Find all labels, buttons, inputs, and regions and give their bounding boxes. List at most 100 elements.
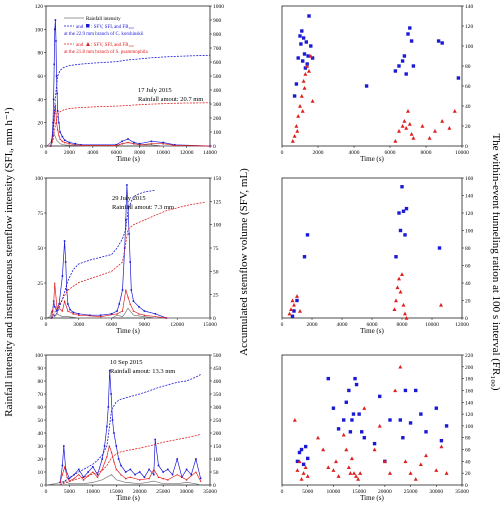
ts1-ytick-label-right-7: 700 bbox=[213, 46, 222, 52]
fr3-point-blue-16 bbox=[354, 382, 359, 387]
ts2-point-blue_sfi-14 bbox=[88, 314, 91, 316]
ts1-ytick-label-right-6: 600 bbox=[213, 60, 222, 66]
ts3-ytick-label-left-9: 90 bbox=[38, 366, 44, 372]
fr3-point-blue-33 bbox=[444, 424, 449, 428]
fr1-point-blue-5 bbox=[300, 29, 304, 33]
fr1-ytick-label-right-2: 40 bbox=[465, 104, 471, 110]
ts2-point-blue_sfi-23 bbox=[127, 205, 129, 207]
ts1-point-blue_sfi-19 bbox=[121, 140, 123, 143]
ts1-point-red_sfi-6 bbox=[55, 112, 57, 115]
ts3-ytick-label-left-0: 0 bbox=[40, 483, 43, 489]
ts2-series-blue_sfv bbox=[51, 189, 156, 319]
fr1-point-blue-9 bbox=[303, 66, 308, 70]
fr2-ytick-label-right-2: 40 bbox=[465, 281, 471, 287]
fr3-point-blue-19 bbox=[362, 436, 366, 440]
fr1-point-blue-17 bbox=[393, 69, 398, 73]
ts1-point-blue_sfi-5 bbox=[53, 28, 56, 31]
fr2-xtick-label-3: 6000 bbox=[367, 322, 378, 328]
fr2-xtick-label-5: 10000 bbox=[425, 322, 439, 328]
ts2-point-blue_sfi-9 bbox=[65, 289, 68, 291]
ts2-series-red_sfv bbox=[51, 201, 205, 319]
ts3-point-blue_sfi-37 bbox=[190, 473, 193, 476]
fr2-ytick-label-right-7: 140 bbox=[465, 194, 474, 200]
ts3-point-red_sfi-10 bbox=[96, 476, 99, 478]
fr1-point-red-16 bbox=[397, 129, 401, 133]
ts3-point-red_sfi-15 bbox=[113, 460, 115, 463]
ts2-point-blue_sfi-18 bbox=[118, 303, 121, 305]
fr1-point-red-1 bbox=[292, 134, 297, 138]
fr1-point-red-5 bbox=[298, 104, 302, 108]
legend-blue-square bbox=[86, 24, 90, 28]
ts3-point-red_sfi-29 bbox=[199, 480, 202, 482]
fr2-point-red-7 bbox=[394, 298, 398, 303]
fr3-ytick-label-right-1: 20 bbox=[465, 471, 471, 477]
ts2-point-blue_sfi-28 bbox=[138, 306, 140, 308]
ts3-point-blue_sfi-34 bbox=[176, 458, 178, 460]
ts1-point-blue_sfi-14 bbox=[63, 139, 66, 141]
ts2-point-blue_sfi-15 bbox=[99, 314, 102, 316]
fr1-point-blue-24 bbox=[409, 39, 414, 43]
fr3-point-blue-28 bbox=[414, 388, 418, 393]
fr1-point-blue-13 bbox=[307, 14, 311, 18]
fr2-point-red-10 bbox=[398, 289, 403, 294]
ts3-xtick-label-7: 35000 bbox=[203, 489, 217, 495]
ts3-point-red_sfi-1 bbox=[61, 473, 64, 476]
ts3-point-blue_sfi-38 bbox=[195, 458, 197, 460]
fr3-point-blue-10 bbox=[344, 400, 348, 404]
ts1-point-blue_sfi-1 bbox=[51, 139, 53, 141]
fr3-ytick-label-right-8: 160 bbox=[465, 388, 474, 394]
ts1-point-red_sfi-19 bbox=[132, 142, 135, 145]
ts3-point-red_sfi-19 bbox=[129, 476, 132, 478]
ts2-series-blue_sfi bbox=[51, 184, 167, 319]
ts2-ytick-label-left-1: 25 bbox=[38, 281, 44, 287]
fr1-point-red-28 bbox=[447, 126, 452, 130]
ts2-point-red_sfi-8 bbox=[77, 314, 80, 316]
ts1-point-red_sfi-24 bbox=[209, 145, 211, 147]
ts1-ytick-label-right-2: 200 bbox=[213, 116, 222, 122]
y-axis-label-left: Rainfall intensity and instantaneous ste… bbox=[3, 107, 15, 417]
ts3-point-blue_sfi-23 bbox=[129, 468, 132, 471]
ts3-point-red_sfi-6 bbox=[77, 473, 80, 476]
fr1-point-red-24 bbox=[420, 124, 425, 128]
fr3-xtick-label-4: 20000 bbox=[378, 489, 392, 495]
fr1-point-red-17 bbox=[400, 124, 405, 128]
ts3-ytick-label-left-5: 50 bbox=[38, 418, 44, 424]
fr1-point-blue-27 bbox=[440, 41, 444, 45]
ts2-point-red_sfi-2 bbox=[53, 282, 56, 284]
ts1-ytick-label-right-9: 900 bbox=[213, 18, 222, 24]
ts3-point-blue_sfi-8 bbox=[87, 471, 89, 473]
ts2-point-blue_sfi-25 bbox=[129, 261, 131, 263]
ts1-series-blue_sfv bbox=[50, 54, 211, 147]
fr1-point-blue-6 bbox=[301, 59, 305, 63]
ts1-point-blue_sfi-12 bbox=[59, 131, 61, 133]
ts1-ytick-label-right-5: 500 bbox=[213, 74, 222, 80]
fr1-point-blue-22 bbox=[406, 32, 410, 36]
ts2-point-blue_sfi-16 bbox=[110, 313, 113, 315]
fr3-point-red-1 bbox=[295, 468, 300, 472]
fr1-point-blue-26 bbox=[436, 39, 441, 43]
ts1-point-red_sfi-17 bbox=[121, 142, 124, 145]
ts3-point-red_sfi-20 bbox=[138, 478, 141, 481]
fr3-point-red-33 bbox=[424, 453, 428, 458]
fr1-point-red-13 bbox=[308, 54, 313, 58]
ts3-ytick-label-right-0: 0 bbox=[213, 483, 216, 489]
fr2-point-blue-8 bbox=[400, 185, 404, 189]
fr3-point-red-23 bbox=[372, 447, 377, 452]
ts3-ytick-label-left-3: 30 bbox=[38, 444, 44, 450]
ts2-point-blue_sfi-22 bbox=[126, 184, 128, 186]
fr1-point-blue-8 bbox=[302, 52, 307, 56]
ts3-point-blue_sfi-11 bbox=[101, 458, 104, 460]
fr1-point-blue-23 bbox=[408, 26, 412, 30]
fr2-point-blue-12 bbox=[437, 246, 442, 250]
fr3-point-red-13 bbox=[341, 432, 346, 437]
ts2-ytick-label-right-5: 125 bbox=[213, 199, 222, 205]
fr1-point-red-15 bbox=[393, 139, 398, 143]
fr3-point-red-32 bbox=[418, 462, 423, 467]
fr2-point-red-9 bbox=[397, 276, 401, 281]
ts3-point-red_sfi-16 bbox=[115, 468, 118, 471]
ts2-point-red_sfi-4 bbox=[61, 310, 64, 312]
fr1-xtick-label-2: 4000 bbox=[349, 150, 360, 156]
fr1-ytick-label-right-4: 80 bbox=[465, 64, 471, 70]
ts2-ytick-label-right-6: 150 bbox=[213, 176, 222, 182]
ts3-xtick-label-4: 20000 bbox=[133, 489, 147, 495]
